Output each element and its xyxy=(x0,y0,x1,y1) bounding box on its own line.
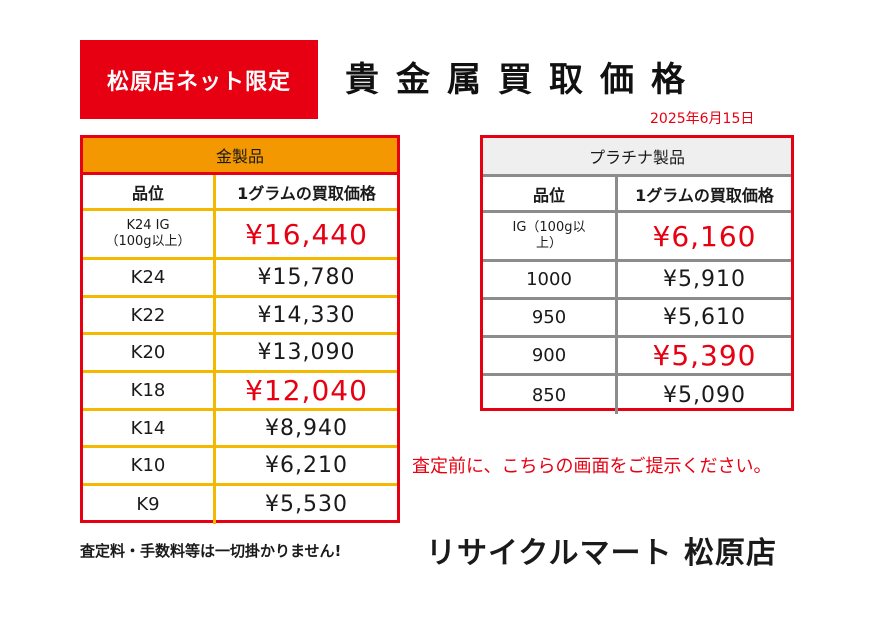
gold-row: K14 ¥8,940 xyxy=(83,410,397,449)
gold-grade-cell: K24 xyxy=(83,260,216,295)
platinum-grade-cell: 850 xyxy=(483,376,618,414)
platinum-price-cell: ¥5,910 xyxy=(663,267,746,292)
gold-price-cell: ¥12,040 xyxy=(245,373,368,407)
gold-row: K10 ¥6,210 xyxy=(83,448,397,487)
gold-row: K20 ¥13,090 xyxy=(83,335,397,374)
platinum-row: 850 ¥5,090 xyxy=(483,376,791,414)
price-date: 2025年6月15日 xyxy=(650,111,755,127)
gold-price-cell: ¥5,530 xyxy=(265,492,348,518)
gold-grade-cell: K10 xyxy=(83,448,216,484)
gold-grade-cell: K18 xyxy=(83,373,216,408)
gold-table-header: 金製品 xyxy=(83,138,397,175)
gold-column-headers: 品位 1グラムの買取価格 xyxy=(83,175,397,211)
show-screen-notice: 査定前に、こちらの画面をご提示ください。 xyxy=(412,456,772,477)
gold-row: K22 ¥14,330 xyxy=(83,297,397,336)
gold-grade-cell: K14 xyxy=(83,410,216,446)
page-title: 貴金属買取価格 xyxy=(345,60,702,100)
platinum-price-cell: ¥5,090 xyxy=(663,382,746,408)
limited-badge: 松原店ネット限定 xyxy=(80,40,318,119)
platinum-price-cell: ¥6,160 xyxy=(652,219,757,253)
platinum-column-headers: 品位 1グラムの買取価格 xyxy=(483,177,791,213)
platinum-price-table: プラチナ製品 品位 1グラムの買取価格 IG（100g以 上） ¥6,160 100… xyxy=(480,135,794,414)
gold-grade-cell: K9 xyxy=(83,486,216,524)
platinum-grade-cell: IG（100g以 上） xyxy=(483,213,618,259)
platinum-grade-cell: 1000 xyxy=(483,262,618,297)
gold-price-cell: ¥8,940 xyxy=(265,415,348,441)
gold-grade-cell: K20 xyxy=(83,335,216,371)
no-fee-footnote: 査定料・手数料等は一切掛かりません! xyxy=(80,542,342,560)
platinum-row: 900 ¥5,390 xyxy=(483,338,791,376)
gold-row: K24 ¥15,780 xyxy=(83,260,397,298)
gold-price-cell: ¥14,330 xyxy=(257,302,356,328)
gold-price-cell: ¥13,090 xyxy=(257,340,356,366)
platinum-grade-cell: 950 xyxy=(483,300,618,335)
platinum-row: 950 ¥5,610 xyxy=(483,300,791,338)
platinum-table-header: プラチナ製品 xyxy=(483,138,791,177)
gold-price-cell: ¥16,440 xyxy=(245,217,368,251)
platinum-row: 1000 ¥5,910 xyxy=(483,262,791,300)
platinum-price-cell: ¥5,610 xyxy=(663,305,746,330)
gold-price-cell: ¥15,780 xyxy=(257,264,356,290)
platinum-grade-cell: 900 xyxy=(483,338,618,373)
gold-col-price: 1グラムの買取価格 xyxy=(237,183,376,203)
gold-row: K18 ¥12,040 xyxy=(83,373,397,411)
gold-grade-cell: K22 xyxy=(83,297,216,333)
gold-row: K9 ¥5,530 xyxy=(83,486,397,524)
gold-col-grade: 品位 xyxy=(83,175,216,208)
gold-grade-cell: K24 IG （100g以上） xyxy=(83,211,216,257)
gold-price-cell: ¥6,210 xyxy=(265,453,348,479)
platinum-row: IG（100g以 上） ¥6,160 xyxy=(483,213,791,262)
store-name: リサイクルマート 松原店 xyxy=(426,536,777,571)
platinum-col-price: 1グラムの買取価格 xyxy=(635,185,774,205)
gold-price-table: 金製品 品位 1グラムの買取価格 K24 IG （100g以上） ¥16,440 K… xyxy=(80,135,400,524)
platinum-col-grade: 品位 xyxy=(483,177,618,210)
platinum-price-cell: ¥5,390 xyxy=(652,339,757,372)
gold-row: K24 IG （100g以上） ¥16,440 xyxy=(83,211,397,260)
